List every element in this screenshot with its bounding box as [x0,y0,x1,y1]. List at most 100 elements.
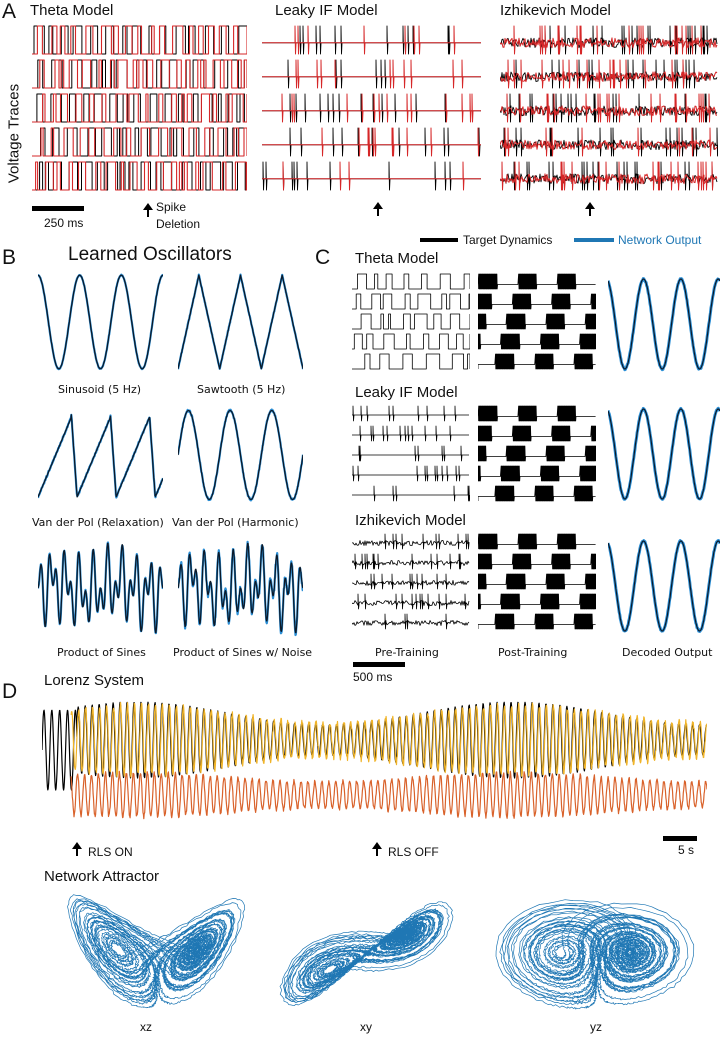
panel-letter-a: A [2,0,16,24]
sinusoid-label: Sinusoid (5 Hz) [58,383,141,396]
panel-letter-b: B [2,246,16,270]
lorenz-time-series [42,690,707,840]
sawtooth-label: Sawtooth (5 Hz) [197,383,285,396]
product-of-sines-plot [38,536,163,640]
attractor-trajectory [280,902,453,1006]
yz-label: yz [590,1020,602,1034]
attractor-yz [487,890,707,1020]
izh-voltage-traces [500,22,718,197]
network-output-trace [38,275,163,369]
panel-c-izh-title: Izhikevich Model [355,512,466,529]
panel-letter-d: D [2,680,17,704]
panel-c-lif-title: Leaky IF Model [355,384,458,401]
panel-c-scalebar-label: 500 ms [353,670,392,684]
lif-target-trace [262,60,481,88]
lif-voltage-traces [262,22,482,197]
panel-a-lif-title: Leaky IF Model [275,2,378,19]
panel-letter-c: C [315,246,330,270]
rls-off-arrow-icon [372,842,382,856]
product-of-sines-label: Product of Sines [57,646,146,659]
legend-network-swatch [574,238,614,242]
attractor-trajectory [68,895,245,1008]
target-trace [38,275,163,369]
theta-pre-training [352,270,470,375]
panel-b-title: Learned Oscillators [68,244,232,266]
pre-training-trace [352,354,470,369]
panel-a-scalebar-label: 250 ms [44,216,83,230]
decoded-output-label: Decoded Output [622,646,712,659]
pre-training-trace [352,614,469,629]
decoded-output-trace [608,408,720,499]
voltage-traces-label-box: Voltage Traces [4,70,24,200]
izh-network-trace [500,26,717,54]
lif-target-trace [262,128,481,156]
attractor-xz [55,885,260,1020]
post-training-trace [478,534,596,549]
post-training-trace [478,334,596,349]
post-training-trace [478,406,596,421]
theta-decoded-output [608,274,720,374]
vdp-harmonic-label: Van der Pol (Harmonic) [172,516,299,529]
post-training-trace [478,314,596,329]
pre-training-trace [352,486,470,501]
pre-training-trace [352,294,470,309]
post-training-trace [478,446,596,461]
theta-target-trace [32,94,247,122]
lif-pre-training [352,402,470,507]
lif-network-trace [262,94,481,122]
post-training-trace [478,354,596,369]
theta-network-trace [32,162,247,190]
izh-deletion-arrow-icon [585,202,595,216]
panel-a-scalebar [32,206,84,211]
pre-training-trace [352,594,469,609]
theta-network-trace [32,128,247,156]
panel-d-scalebar [663,836,697,841]
legend-target-swatch [420,238,458,242]
pre-training-trace [352,466,469,481]
xy-label: xy [360,1020,372,1034]
rls-off-label: RLS OFF [388,845,439,859]
theta-voltage-traces [32,22,247,197]
post-training-trace [478,594,596,609]
product-of-sines-noise-plot [178,536,303,640]
panel-c-scalebar [353,662,405,667]
panel-d-scalebar-label: 5 s [678,843,694,857]
pre-training-trace [352,314,470,329]
pre-training-trace [352,446,469,461]
lorenz-title: Lorenz System [44,672,144,689]
network-output-trace [178,275,303,370]
product-of-sines-noise-label: Product of Sines w/ Noise [173,646,312,659]
vdp-harmonic-plot [178,403,303,507]
spike-deletion-label-2: Deletion [156,217,200,231]
pre-training-trace [352,426,469,441]
decoded-output-trace [608,541,720,632]
theta-post-training [478,270,596,375]
pre-training-trace [352,554,469,569]
pre-training-trace [352,406,469,421]
pre-training-trace [352,534,469,549]
target-trace [178,411,303,500]
vdp-relaxation-plot [38,403,163,507]
post-training-trace [478,614,596,629]
post-training-trace [478,466,596,481]
network-output-trace [38,415,163,498]
izh-target-trace [500,128,718,156]
sawtooth-plot [178,270,303,374]
panel-a-theta-title: Theta Model [30,2,113,19]
lif-deletion-arrow-icon [373,202,383,216]
theta-network-trace [32,94,247,122]
legend-network-label: Network Output [618,233,701,247]
decoded-output-trace [608,279,720,370]
lif-post-training [478,402,596,507]
legend-target-label: Target Dynamics [463,233,552,247]
post-training-trace [478,486,596,501]
panel-c-theta-title: Theta Model [355,250,438,267]
post-training-trace [478,274,596,289]
theta-network-trace [32,26,247,54]
voltage-traces-ylabel: Voltage Traces [6,69,23,199]
rls-on-label: RLS ON [88,845,133,859]
attractor-trajectory [496,900,694,1009]
lif-decoded-output [608,404,720,504]
lif-network-trace [262,60,481,88]
post-training-trace [478,426,596,441]
